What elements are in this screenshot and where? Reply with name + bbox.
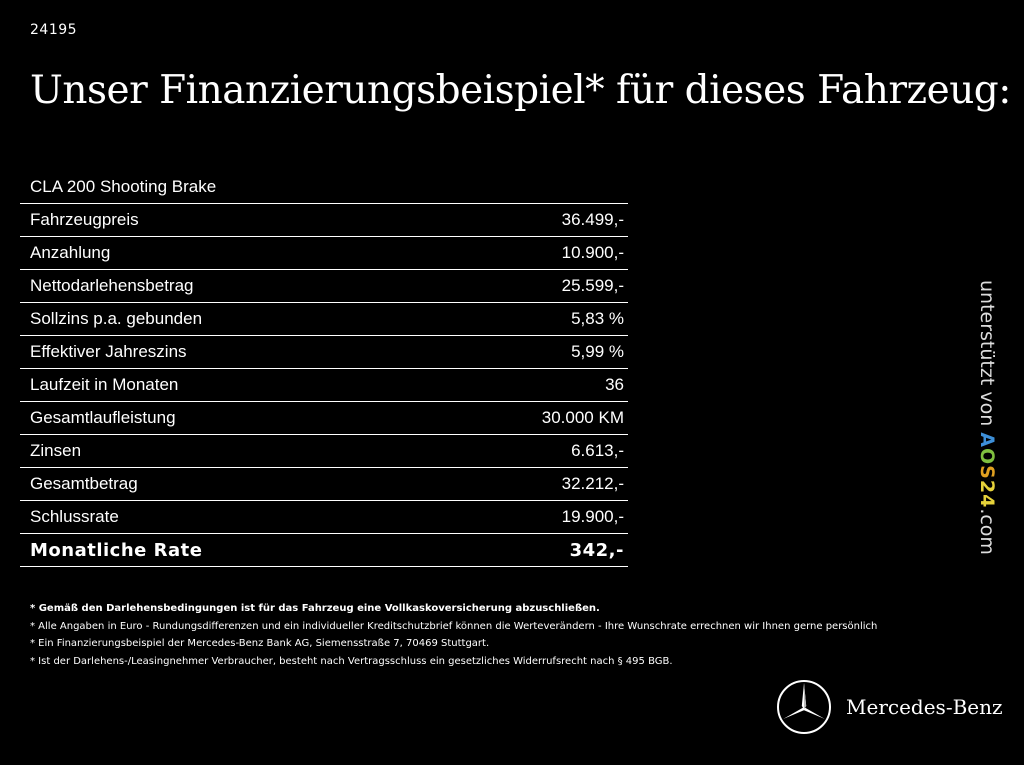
sponsor-brand: AOS24 (976, 432, 998, 509)
row-label: Schlussrate (30, 507, 119, 526)
monthly-rate-label: Monatliche Rate (30, 539, 203, 561)
row-value: 5,99 % (571, 342, 624, 361)
table-row: Fahrzeugpreis 36.499,- (20, 204, 628, 237)
row-value: 36.499,- (561, 210, 624, 229)
table-row: Anzahlung 10.900,- (20, 237, 628, 270)
sponsor-credit: unterstützt von AOS24.com (976, 280, 998, 555)
model-name: CLA 200 Shooting Brake (20, 170, 628, 204)
row-label: Effektiver Jahreszins (30, 342, 187, 361)
footnote: * Gemäß den Darlehensbedingungen ist für… (30, 603, 600, 614)
row-value: 25.599,- (561, 276, 624, 295)
row-value: 30.000 KM (541, 408, 624, 427)
table-row: Sollzins p.a. gebunden 5,83 % (20, 303, 628, 336)
row-value: 5,83 % (571, 309, 624, 328)
table-row: Schlussrate 19.900,- (20, 501, 628, 534)
mercedes-benz-logo: Mercedes-Benz (776, 679, 1003, 735)
row-label: Gesamtlaufleistung (30, 408, 176, 427)
mercedes-wordmark: Mercedes-Benz (846, 695, 1003, 719)
row-label: Anzahlung (30, 243, 111, 262)
table-row: Gesamtlaufleistung 30.000 KM (20, 402, 628, 435)
footnote: * Ein Finanzierungsbeispiel der Mercedes… (30, 638, 490, 649)
footnote: * Alle Angaben in Euro - Rundungsdiffere… (30, 620, 878, 632)
financing-table: CLA 200 Shooting Brake Fahrzeugpreis 36.… (20, 170, 628, 567)
row-label: Fahrzeugpreis (30, 210, 139, 229)
footnote: * Ist der Darlehens-/Leasingnehmer Verbr… (30, 655, 673, 667)
table-row: Laufzeit in Monaten 36 (20, 369, 628, 402)
table-row: Nettodarlehensbetrag 25.599,- (20, 270, 628, 303)
row-label: Nettodarlehensbetrag (30, 276, 194, 295)
monthly-rate-value: 342,- (569, 539, 624, 561)
monthly-rate-row: Monatliche Rate 342,- (20, 534, 628, 567)
table-row: Effektiver Jahreszins 5,99 % (20, 336, 628, 369)
footnotes: * Gemäß den Darlehensbedingungen ist für… (30, 600, 1020, 670)
row-label: Gesamtbetrag (30, 474, 138, 493)
row-value: 19.900,- (561, 507, 624, 526)
row-label: Laufzeit in Monaten (30, 375, 179, 394)
mercedes-star-icon (777, 680, 831, 734)
row-value: 32.212,- (561, 474, 624, 493)
sponsor-suffix: .com (976, 508, 998, 555)
row-label: Zinsen (30, 441, 82, 460)
listing-code: 24195 (30, 22, 78, 38)
table-row: Zinsen 6.613,- (20, 435, 628, 468)
table-row: Gesamtbetrag 32.212,- (20, 468, 628, 501)
row-label: Sollzins p.a. gebunden (30, 309, 203, 328)
page-title: Unser Finanzierungsbeispiel* für dieses … (30, 68, 1011, 113)
row-value: 6.613,- (571, 441, 624, 460)
row-value: 10.900,- (561, 243, 624, 262)
row-value: 36 (605, 375, 624, 394)
sponsor-prefix: unterstützt von (976, 280, 998, 427)
